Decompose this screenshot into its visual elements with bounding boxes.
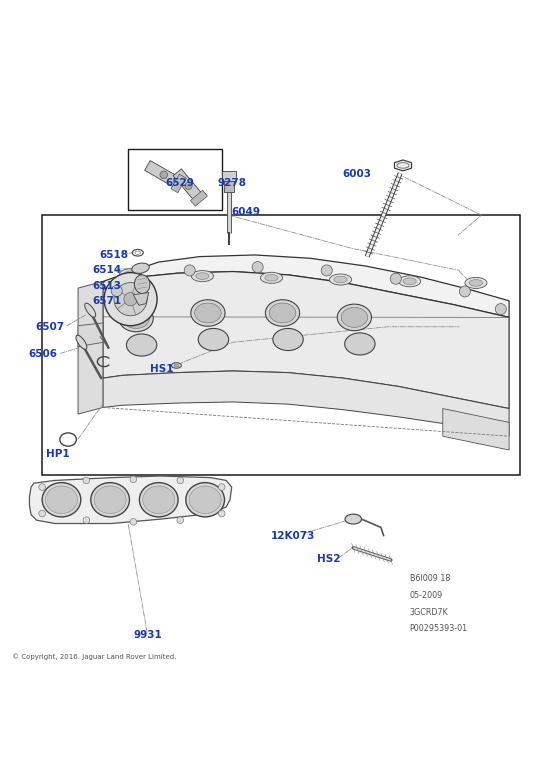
Text: HP1: HP1: [46, 449, 70, 459]
Circle shape: [495, 303, 506, 314]
Bar: [128, 149, 222, 209]
Ellipse shape: [330, 274, 352, 285]
Ellipse shape: [337, 304, 372, 331]
Ellipse shape: [94, 486, 126, 514]
Circle shape: [39, 510, 45, 517]
Ellipse shape: [341, 307, 368, 328]
Circle shape: [83, 477, 90, 484]
Ellipse shape: [124, 271, 137, 278]
Ellipse shape: [45, 486, 78, 514]
Ellipse shape: [191, 299, 225, 326]
Ellipse shape: [269, 303, 296, 323]
Ellipse shape: [265, 299, 300, 326]
Polygon shape: [145, 161, 183, 189]
Ellipse shape: [186, 483, 224, 517]
Text: 6507: 6507: [35, 321, 64, 332]
Ellipse shape: [345, 333, 375, 355]
Text: 6003: 6003: [342, 169, 371, 179]
Polygon shape: [78, 281, 103, 414]
Circle shape: [83, 517, 90, 524]
Text: © Copyright, 2016. Jaguar Land Rover Limited.: © Copyright, 2016. Jaguar Land Rover Lim…: [12, 653, 176, 660]
Circle shape: [130, 518, 137, 525]
Ellipse shape: [85, 303, 96, 318]
Ellipse shape: [143, 486, 175, 514]
Polygon shape: [394, 160, 412, 171]
Ellipse shape: [76, 336, 87, 350]
Circle shape: [114, 282, 147, 316]
Polygon shape: [173, 169, 204, 203]
Polygon shape: [78, 323, 103, 347]
Polygon shape: [103, 255, 509, 318]
Circle shape: [390, 273, 401, 285]
Text: P00295393-01: P00295393-01: [409, 624, 468, 633]
Ellipse shape: [398, 276, 420, 287]
Ellipse shape: [334, 276, 347, 283]
Circle shape: [104, 273, 157, 325]
Ellipse shape: [42, 483, 81, 517]
Circle shape: [218, 510, 225, 517]
Polygon shape: [103, 271, 509, 408]
Bar: [222, 171, 235, 181]
Circle shape: [218, 484, 225, 490]
Text: B6I009 18: B6I009 18: [409, 575, 450, 583]
Polygon shape: [134, 292, 149, 305]
Text: 12K073: 12K073: [270, 531, 315, 541]
Circle shape: [177, 477, 183, 484]
Polygon shape: [171, 174, 186, 193]
Text: 9931: 9931: [134, 630, 162, 641]
Ellipse shape: [126, 334, 157, 356]
Ellipse shape: [140, 483, 178, 517]
Bar: [224, 181, 234, 192]
Ellipse shape: [123, 309, 150, 328]
Text: 9278: 9278: [217, 178, 247, 188]
Text: 3GCRD7K: 3GCRD7K: [409, 608, 448, 616]
Ellipse shape: [189, 486, 221, 514]
Circle shape: [177, 517, 183, 524]
Polygon shape: [103, 371, 509, 436]
Ellipse shape: [273, 328, 303, 350]
Ellipse shape: [174, 364, 178, 367]
Ellipse shape: [119, 305, 153, 332]
Polygon shape: [191, 191, 207, 206]
Polygon shape: [443, 408, 509, 450]
Ellipse shape: [403, 278, 416, 285]
Ellipse shape: [91, 483, 130, 517]
Ellipse shape: [120, 269, 142, 280]
Circle shape: [185, 183, 192, 190]
Circle shape: [160, 171, 167, 179]
Ellipse shape: [265, 274, 278, 281]
Ellipse shape: [345, 514, 362, 524]
Ellipse shape: [132, 263, 149, 274]
Text: 6506: 6506: [28, 350, 57, 359]
Ellipse shape: [191, 270, 213, 281]
Ellipse shape: [196, 273, 209, 279]
Text: 6529: 6529: [166, 178, 194, 188]
Ellipse shape: [260, 272, 283, 283]
Circle shape: [321, 265, 332, 276]
Text: 6514: 6514: [93, 266, 121, 275]
Text: HS1: HS1: [150, 364, 173, 374]
Circle shape: [252, 262, 263, 273]
Ellipse shape: [171, 363, 181, 368]
Text: 6513: 6513: [93, 281, 121, 291]
Ellipse shape: [465, 278, 487, 289]
Ellipse shape: [198, 328, 229, 350]
Bar: [42, 215, 520, 475]
Ellipse shape: [194, 303, 221, 323]
Text: HS2: HS2: [317, 554, 340, 564]
Circle shape: [459, 286, 470, 297]
Circle shape: [124, 292, 137, 306]
Ellipse shape: [135, 275, 150, 294]
Polygon shape: [29, 476, 232, 524]
Text: 6518: 6518: [99, 250, 128, 260]
Text: 6571: 6571: [93, 296, 121, 307]
Circle shape: [184, 265, 195, 276]
Circle shape: [130, 476, 137, 483]
Circle shape: [111, 285, 122, 296]
Ellipse shape: [469, 280, 483, 286]
Text: 6049: 6049: [232, 208, 261, 217]
Circle shape: [39, 484, 45, 490]
Text: 05-2009: 05-2009: [409, 591, 443, 600]
